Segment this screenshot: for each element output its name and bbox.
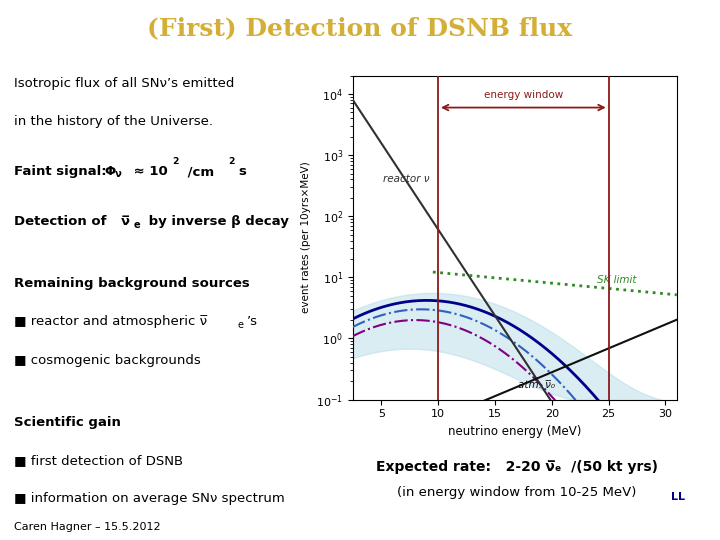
Text: /cm: /cm (183, 165, 215, 178)
Text: in the history of the Universe.: in the history of the Universe. (14, 116, 213, 129)
Text: 2: 2 (228, 157, 235, 166)
Text: (in energy window from 10-25 MeV): (in energy window from 10-25 MeV) (397, 487, 636, 500)
Text: ν: ν (115, 170, 122, 179)
Text: reactor ν: reactor ν (384, 174, 430, 185)
Text: ’s: ’s (246, 315, 258, 328)
Text: e: e (134, 220, 140, 231)
Text: by inverse β decay: by inverse β decay (145, 215, 289, 228)
Text: Detection of: Detection of (14, 215, 112, 228)
Text: Caren Hagner – 15.5.2012: Caren Hagner – 15.5.2012 (14, 522, 161, 532)
Text: energy window: energy window (484, 90, 563, 100)
Text: atm. ν̅₀: atm. ν̅₀ (518, 380, 554, 390)
Text: Faint signal:: Faint signal: (14, 165, 112, 178)
Text: Expected rate:   2-20 ν̅ₑ  /(50 kt yrs): Expected rate: 2-20 ν̅ₑ /(50 kt yrs) (376, 460, 657, 474)
Text: ■ information on average SNν spectrum: ■ information on average SNν spectrum (14, 492, 285, 505)
Text: s: s (239, 165, 247, 178)
Text: ν̅: ν̅ (121, 215, 130, 228)
Text: Remaining background sources: Remaining background sources (14, 277, 250, 290)
Text: Φ: Φ (104, 165, 115, 178)
Text: Isotropic flux of all SNν’s emitted: Isotropic flux of all SNν’s emitted (14, 77, 235, 90)
Text: ■ cosmogenic backgrounds: ■ cosmogenic backgrounds (14, 354, 201, 367)
Text: Scientific gain: Scientific gain (14, 416, 121, 429)
Text: SK limit: SK limit (597, 275, 636, 285)
X-axis label: neutrino energy (MeV): neutrino energy (MeV) (448, 425, 582, 438)
Text: LL: LL (671, 492, 685, 502)
Text: 2: 2 (172, 157, 179, 166)
Text: e: e (238, 320, 243, 330)
Text: ■ reactor and atmospheric ν̅: ■ reactor and atmospheric ν̅ (14, 315, 207, 328)
Y-axis label: event rates (per 10yrs×MeV): event rates (per 10yrs×MeV) (300, 161, 310, 314)
Text: (First) Detection of DSNB flux: (First) Detection of DSNB flux (148, 16, 572, 40)
Text: ■ first detection of DSNB: ■ first detection of DSNB (14, 454, 184, 467)
Text: ≈ 10: ≈ 10 (129, 165, 168, 178)
